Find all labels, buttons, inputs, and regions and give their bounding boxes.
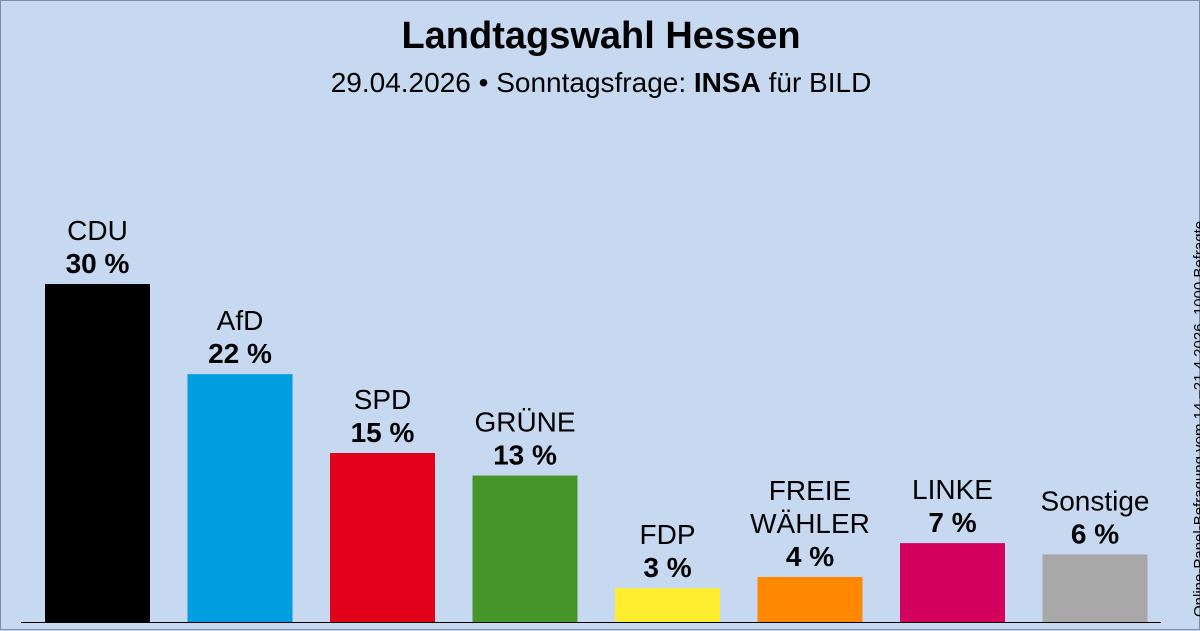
value-label-gr-ne: 13 % [493,440,557,471]
bar-cdu [45,284,150,622]
value-label-sonstige: 6 % [1071,518,1119,549]
category-label-linke: LINKE [912,474,993,505]
chart-subtitle: 29.04.2026 • Sonntagsfrage: INSA für BIL… [1,67,1200,99]
category-label-fdp: FDP [640,519,696,550]
value-label-freie-w-hler: 4 % [786,541,834,572]
category-label-gr-ne: GRÜNE [474,407,575,438]
category-label-freie-w-hler-2: WÄHLER [750,508,870,539]
subtitle-date-label: 29.04.2026 • Sonntagsfrage: [330,67,694,98]
bar-gr-ne [472,475,578,622]
subtitle-institute: INSA [693,67,761,98]
value-label-spd: 15 % [351,417,415,448]
category-label-freie-w-hler-1: FREIE [769,475,851,506]
bar-freie-w-hler [757,576,863,622]
subtitle-client: für BILD [760,67,872,98]
category-label-sonstige: Sonstige [1041,485,1150,516]
value-label-fdp: 3 % [643,552,691,583]
value-label-afd: 22 % [208,338,272,369]
bar-linke [900,543,1005,622]
category-label-cdu: CDU [67,215,128,246]
category-label-afd: AfD [217,305,264,336]
value-label-cdu: 30 % [66,248,130,279]
value-label-linke: 7 % [928,507,976,538]
bar-spd [330,453,435,622]
chart-title: Landtagswahl Hessen [401,15,801,57]
bar-sonstige [1042,554,1148,622]
bar-afd [187,374,293,622]
bar-fdp [615,588,720,622]
survey-method-note: Online-Panel-Befragung vom 14.–21.4.2026… [1191,220,1200,617]
category-label-spd: SPD [354,384,412,415]
